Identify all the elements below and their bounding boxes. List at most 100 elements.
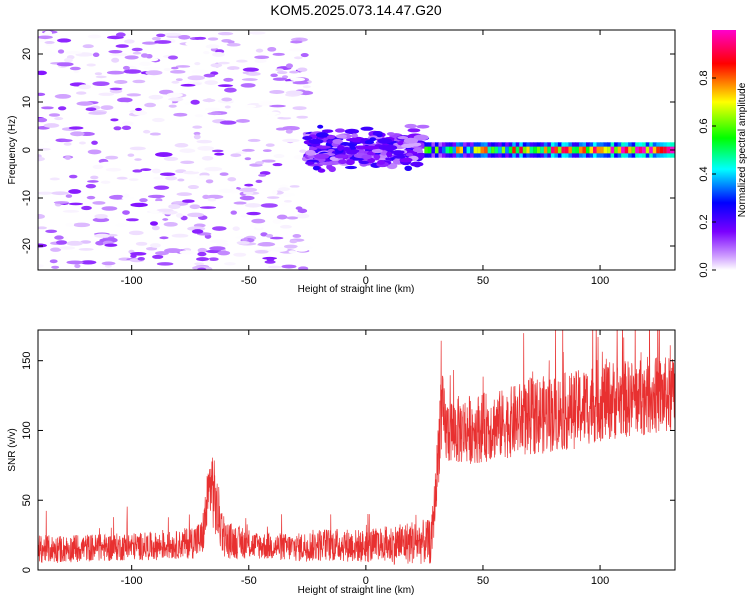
spectrogram-cell	[38, 117, 48, 123]
spectrogram-cell	[124, 55, 139, 60]
spectrogram-cell	[621, 146, 626, 154]
spectrogram-cell	[219, 120, 237, 125]
spectrogram-cell	[319, 161, 336, 166]
spectrogram-cell	[115, 32, 126, 37]
spectrogram-cell	[80, 240, 92, 244]
spectrogram-cell	[56, 62, 74, 67]
spectrogram-cell	[315, 145, 332, 149]
spectrogram-cell	[266, 258, 275, 262]
colorbar-tick-label: 0.4	[698, 166, 710, 181]
spectrogram-cell	[275, 68, 284, 72]
spectrogram-cell	[45, 229, 58, 233]
spectrogram-cell	[94, 233, 111, 238]
spectrogram-cell	[305, 161, 315, 165]
spectrogram-cell	[232, 226, 240, 231]
spectrogram-cell	[404, 165, 413, 171]
spectrogram-cell	[153, 176, 164, 180]
spectrogram-cell	[95, 75, 107, 79]
spectrogram-cell	[151, 201, 167, 205]
spectrogram-cell	[124, 39, 135, 44]
spectrogram-cell	[154, 40, 172, 44]
spectrogram-cell	[135, 241, 148, 246]
spectrogram-cell	[244, 157, 252, 161]
spectrogram-cell	[610, 146, 615, 154]
spectrogram-cell	[317, 124, 324, 129]
spectrogram-cell	[139, 61, 152, 67]
spectrogram-cell	[470, 146, 475, 154]
spectrogram-cell	[413, 134, 429, 141]
spectrogram-cell	[116, 176, 128, 180]
spectrogram-cell	[192, 125, 203, 129]
y-tick-label: 50	[21, 494, 33, 506]
spectrogram-cell	[105, 167, 122, 172]
spectrogram-cell	[175, 78, 183, 82]
spectrogram-cell	[44, 41, 55, 44]
spectrogram-cell	[345, 137, 362, 142]
spectrogram-cell	[141, 41, 157, 45]
spectrogram-cell	[270, 247, 288, 253]
spectrogram-cell	[69, 66, 81, 71]
spectrogram-cell	[533, 146, 538, 154]
spectrogram-cell	[171, 233, 189, 238]
spectrogram-cell	[231, 69, 240, 74]
spectrogram-cell	[148, 94, 164, 100]
spectrogram-cell	[289, 239, 298, 244]
spectrogram-cell	[68, 174, 78, 179]
spectrogram-cell	[73, 222, 91, 228]
spectrogram-cell	[151, 168, 161, 174]
spectrogram-cell	[235, 236, 245, 239]
spectrogram-cell	[561, 146, 566, 154]
spectrogram-cell	[127, 153, 135, 157]
spectrogram-cell	[294, 247, 309, 252]
spectrogram-cell	[255, 48, 264, 53]
spectrogram-cell	[38, 214, 45, 219]
spectrogram-cell	[371, 148, 383, 154]
spectrogram-cell	[92, 164, 104, 170]
spectrogram-cell	[43, 140, 50, 144]
spectrogram-cell	[328, 166, 336, 173]
y-tick-label: 0	[21, 147, 33, 153]
spectrogram-cell	[526, 146, 531, 154]
spectrogram-cell	[62, 209, 80, 213]
spectrogram-cell	[286, 216, 299, 220]
spectrogram-cell	[104, 243, 118, 247]
spectrogram-cell	[279, 184, 289, 188]
spectrogram-cell	[92, 81, 110, 87]
spectrogram-cell	[38, 191, 54, 195]
spectrogram-cell	[64, 155, 71, 160]
spectrogram-cell	[264, 260, 276, 264]
spectrogram-cell	[153, 185, 170, 190]
spectrogram-cell	[271, 189, 278, 195]
spectrogram-cell	[235, 151, 248, 155]
spectrogram-cell	[194, 62, 201, 66]
spectrogram-cell	[122, 210, 130, 215]
spectrogram-cell	[578, 146, 583, 154]
spectrogram-cell	[242, 191, 254, 195]
spectrogram-cell	[466, 146, 471, 154]
spectrogram-cell	[296, 213, 310, 219]
spectrogram-cell	[515, 146, 520, 154]
x-tick-label: 0	[363, 275, 369, 287]
spectrogram-cell	[299, 149, 307, 153]
spectrogram-cell	[210, 63, 223, 68]
x-tick-label: 0	[363, 575, 369, 587]
spectrogram-cell	[269, 90, 285, 94]
spectrogram-cell	[401, 143, 415, 149]
spectrogram-cell	[283, 199, 292, 203]
spectrogram-cell	[180, 160, 195, 164]
spectrogram-cell	[242, 67, 259, 72]
spectrogram-cell	[317, 168, 326, 173]
spectrogram-cell	[49, 177, 60, 181]
spectrogram-cell	[285, 63, 293, 69]
spectrogram-cell	[136, 115, 152, 119]
spectrogram-cell	[85, 184, 97, 189]
spectrogram-cell	[57, 106, 67, 111]
spectrogram-cell	[309, 146, 318, 151]
spectrogram-cell	[273, 154, 285, 159]
x-tick-label: -50	[241, 275, 257, 287]
spectrogram-cell	[367, 157, 376, 164]
spectrogram-cell	[582, 146, 587, 154]
colorbar-gradient	[712, 30, 736, 270]
spectrogram-cell	[498, 146, 503, 154]
spectrogram-cell	[96, 63, 103, 69]
